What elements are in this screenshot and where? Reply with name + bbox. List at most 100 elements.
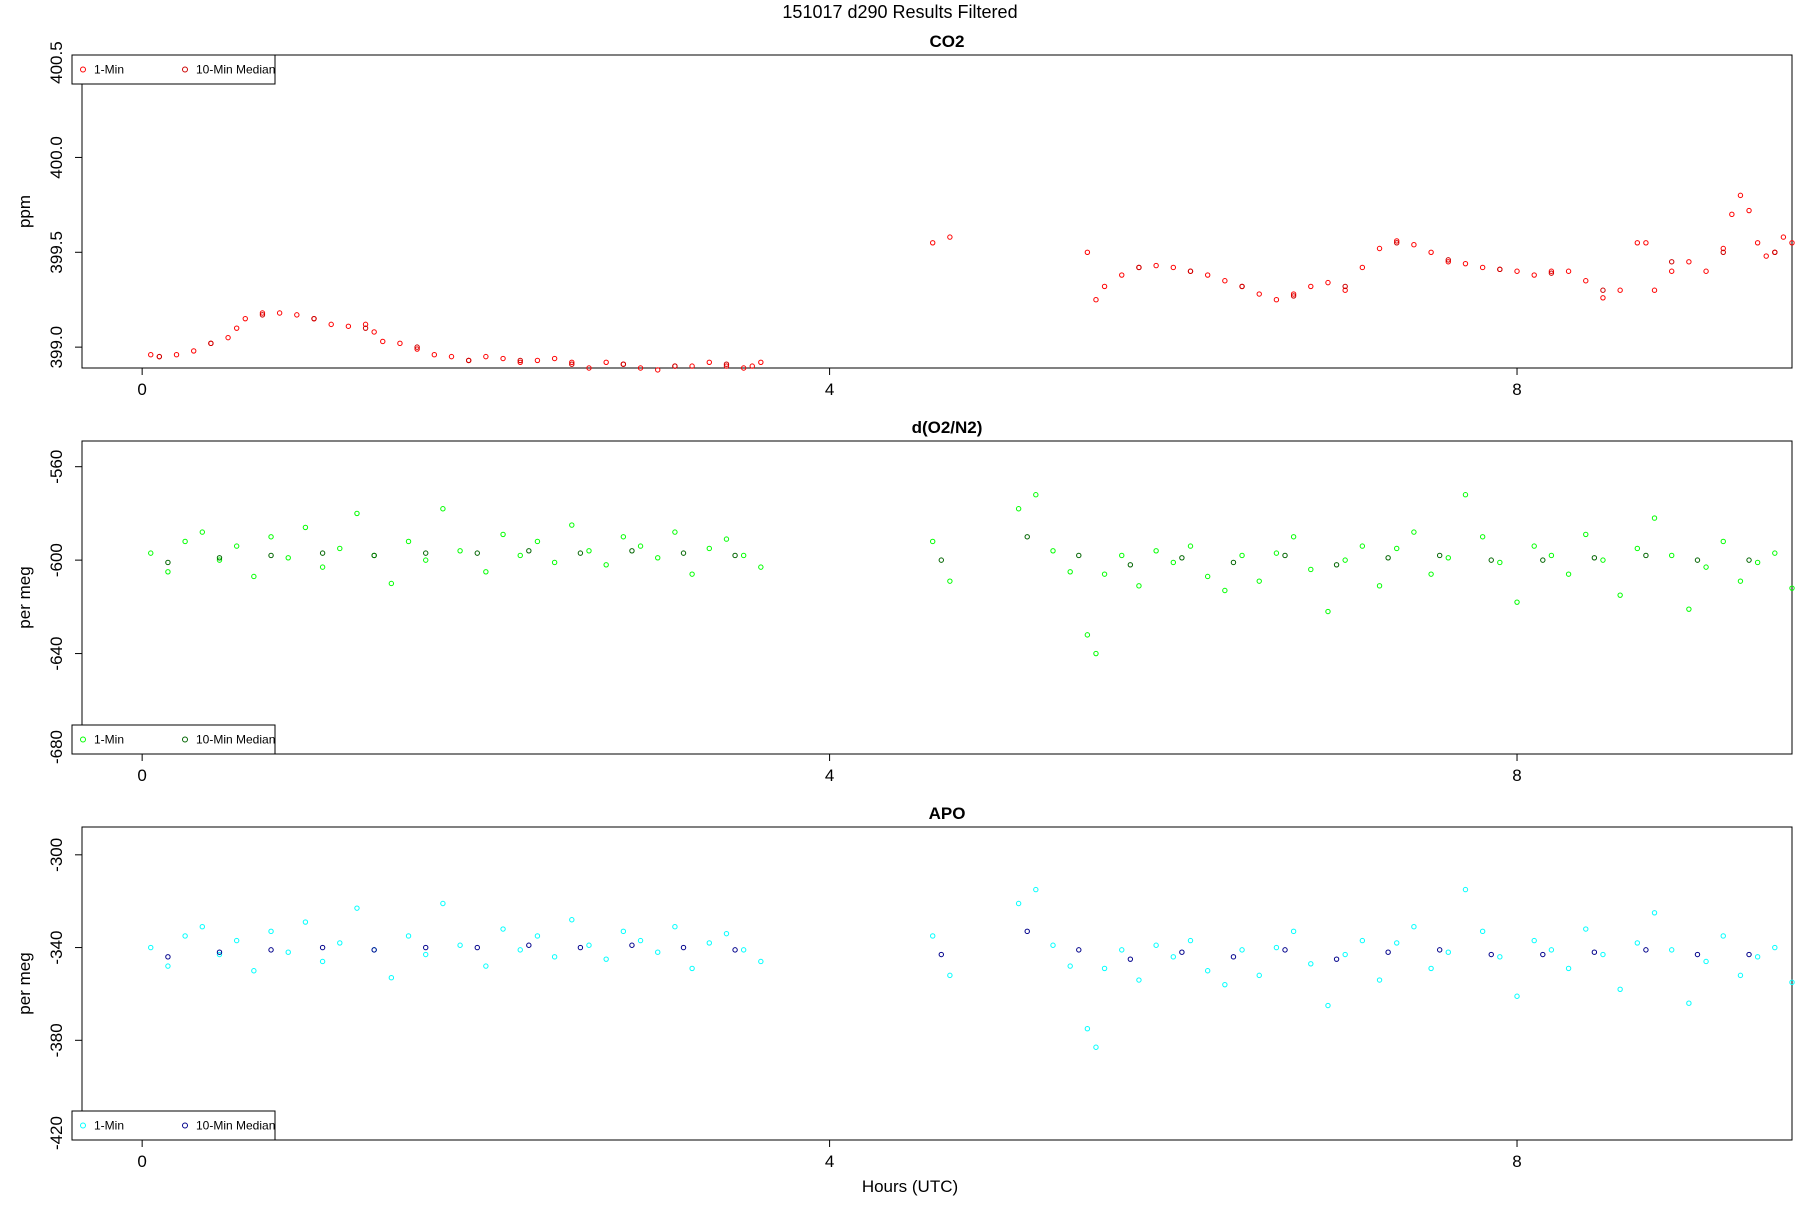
data-point [1342,287,1348,293]
data-point [268,928,274,935]
data-point [1273,297,1280,303]
median-point [371,552,377,559]
data-point [354,905,360,911]
data-point [1376,977,1383,983]
data-point [1497,954,1503,960]
data-point [1222,981,1228,988]
data-point [1273,944,1280,951]
y-tick-label: 399.5 [47,231,66,274]
data-point [1514,268,1520,274]
legend-marker-1-min [80,736,86,743]
data-point [758,564,764,570]
data-point [1643,240,1649,246]
data-point [500,531,506,538]
legend-label-median: 10-Min Median [196,1119,275,1133]
data-point [302,524,309,531]
legend-box [71,1110,276,1141]
data-point [1686,1000,1692,1006]
median-point [1436,552,1443,559]
data-point [1256,291,1262,297]
data-point [1617,986,1623,992]
data-point [947,578,953,584]
data-point [414,346,420,352]
data-point [1462,260,1469,267]
series-1-min [148,192,1795,373]
data-point [1737,972,1744,979]
data-point [483,569,489,575]
data-point [1101,965,1108,972]
data-point [191,348,197,354]
data-point [689,965,695,972]
data-point [440,900,446,907]
y-tick-label: 400.5 [47,41,66,84]
data-point [1600,557,1606,563]
median-point [517,357,523,364]
data-point [1093,650,1099,657]
y-tick-label: -340 [47,931,66,965]
data-point [319,564,326,570]
data-point [1273,550,1280,556]
data-point [603,956,609,962]
data-point [457,942,463,948]
data-point [551,559,558,566]
data-point [1394,545,1400,552]
data-point [534,933,541,939]
data-point [1084,249,1091,255]
data-point [1497,559,1503,566]
data-point [1462,886,1469,893]
y-axis-label: per meg [15,566,34,628]
y-axis-label: ppm [15,195,34,228]
median-point [620,361,627,367]
median-point [1333,956,1340,962]
median-point [1239,283,1245,290]
data-point [1763,253,1769,259]
data-point [1222,278,1228,284]
data-point [1428,571,1434,577]
data-point [1651,287,1658,293]
legend: 1-Min 10-Min Median [71,724,276,755]
data-point [1514,993,1520,999]
data-point [345,323,352,329]
data-point [405,933,412,939]
data-point [1256,972,1262,979]
data-point [706,359,712,366]
data-point [517,359,523,366]
data-point [1703,268,1709,274]
median-point [1333,562,1340,568]
data-point [233,543,240,549]
data-point [706,940,712,946]
data-point [1084,1026,1091,1032]
data-point [268,534,274,540]
data-point [534,538,541,545]
data-point [1204,573,1211,580]
median-point [1540,557,1546,563]
median-point [165,954,171,960]
data-point [302,919,309,925]
data-point [569,359,575,366]
median-point [1488,557,1494,563]
median-point [1668,259,1675,265]
data-point [1780,234,1787,240]
median-point [680,944,687,951]
median-point [371,947,377,953]
data-point [1428,965,1434,972]
data-point [1101,283,1108,290]
data-point [1600,951,1606,958]
legend-marker-median [182,1122,188,1129]
data-point [1204,272,1211,278]
data-point [1093,1044,1099,1050]
data-point [1170,954,1177,960]
data-point [947,972,953,979]
data-point [1239,552,1245,559]
panel-title: CO2 [930,32,965,51]
data-point [440,506,446,512]
data-point [1153,548,1159,554]
data-point [1015,506,1022,512]
data-point [1153,262,1159,269]
data-point [1308,566,1314,573]
data-point [1093,297,1099,303]
data-point [1342,951,1348,958]
median-point [216,555,223,561]
data-point [1565,268,1572,274]
